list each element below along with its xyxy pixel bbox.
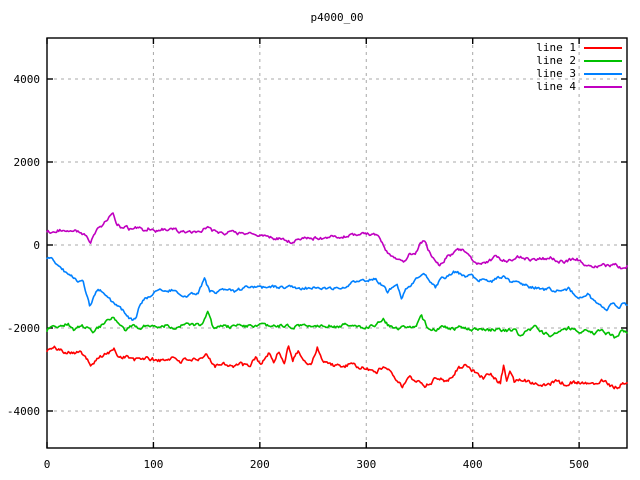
x-tick-label: 400 xyxy=(463,458,483,471)
legend-entry: line 1 xyxy=(536,41,622,54)
axis-ticks xyxy=(46,38,627,448)
y-tick-label: -2000 xyxy=(7,322,40,335)
plot-border xyxy=(46,37,628,449)
chart-title: p4000_00 xyxy=(310,11,364,24)
x-tick-label: 300 xyxy=(356,458,376,471)
legend-line-sample xyxy=(584,85,622,88)
y-tick-label: 2000 xyxy=(14,156,41,169)
grid xyxy=(47,38,627,448)
legend-label: line 3 xyxy=(536,67,576,80)
series-line-1 xyxy=(46,345,628,390)
legend-entry: line 4 xyxy=(536,80,622,93)
series-line-3 xyxy=(46,256,628,322)
y-tick-label: -4000 xyxy=(7,405,40,418)
y-tick-labels: -4000 -2000 0 2000 4000 xyxy=(7,73,40,418)
legend-entry: line 3 xyxy=(536,67,622,80)
x-tick-label: 500 xyxy=(569,458,589,471)
legend: line 1 line 2 line 3 line 4 xyxy=(536,41,622,93)
series-line-2 xyxy=(46,310,628,339)
y-tick-label: 4000 xyxy=(14,73,41,86)
y-tick-label: 0 xyxy=(33,239,40,252)
legend-line-sample xyxy=(584,46,622,49)
series-lines xyxy=(46,212,628,390)
x-tick-label: 100 xyxy=(143,458,163,471)
legend-line-sample xyxy=(584,72,622,75)
x-tick-label: 200 xyxy=(250,458,270,471)
legend-line-sample xyxy=(584,59,622,62)
legend-label: line 4 xyxy=(536,80,576,93)
legend-label: line 2 xyxy=(536,54,576,67)
legend-label: line 1 xyxy=(536,41,576,54)
x-tick-label: 0 xyxy=(44,458,51,471)
x-tick-labels: 0 100 200 300 400 500 xyxy=(44,458,589,471)
legend-entry: line 2 xyxy=(536,54,622,67)
series-line-4 xyxy=(46,212,628,270)
